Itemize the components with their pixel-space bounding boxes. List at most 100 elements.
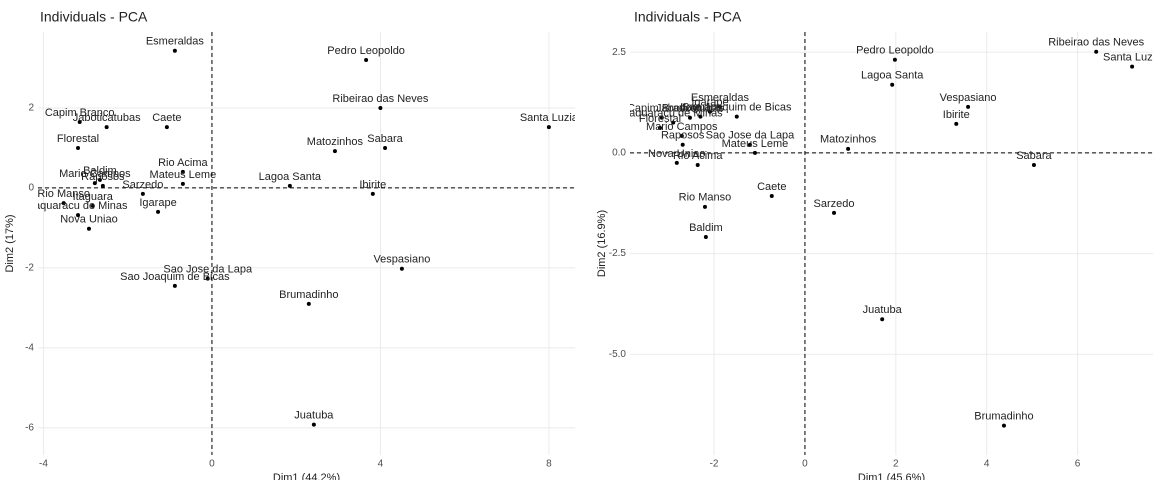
x-tick-label: -2 <box>710 459 719 470</box>
x-tick-label: 0 <box>209 459 215 470</box>
point-label: Santa Luzia <box>520 112 579 124</box>
point <box>378 105 383 110</box>
point <box>364 57 369 62</box>
x-tick-label: 4 <box>378 459 384 470</box>
point-label: Mateus Leme <box>722 138 789 150</box>
point <box>370 191 375 196</box>
point-label: Jaboticatubas <box>73 112 141 124</box>
point-label: Caete <box>152 112 181 124</box>
point <box>890 82 895 87</box>
chart-title: Individuals - PCA <box>634 9 742 25</box>
point-label: Rio Manso <box>37 188 90 200</box>
point-label: Sabara <box>1016 150 1052 162</box>
point-label: Sabara <box>367 133 403 145</box>
point <box>383 145 388 150</box>
x-tick-label: 8 <box>546 459 552 470</box>
point <box>92 181 97 186</box>
point <box>671 120 676 125</box>
point-label: Igarape <box>139 197 176 209</box>
point <box>687 115 692 120</box>
point-label: Capim Branco <box>627 103 697 115</box>
point-label: Capim Branco <box>45 107 115 119</box>
point <box>311 422 316 427</box>
x-tick-label: 2 <box>893 459 899 470</box>
point <box>156 209 161 214</box>
x-tick-label: 4 <box>984 459 990 470</box>
point <box>703 235 708 240</box>
point <box>698 114 703 119</box>
point <box>734 114 739 119</box>
point-label: Pedro Leopoldo <box>327 45 405 57</box>
point-label: Florestal <box>639 113 681 125</box>
point <box>680 142 685 147</box>
point <box>76 145 81 150</box>
point-label: Itaguara <box>73 191 114 203</box>
point <box>1094 49 1099 54</box>
point <box>306 301 311 306</box>
point-label: Esmeraldas <box>691 92 750 104</box>
point-label: Rio Manso <box>679 192 732 204</box>
point <box>287 183 292 188</box>
point <box>61 201 66 206</box>
point <box>86 226 91 231</box>
point <box>90 203 95 208</box>
point <box>104 125 109 130</box>
point-label: Ibirite <box>943 109 970 121</box>
point-label: Taquaracu de Minas <box>28 200 128 212</box>
point <box>832 210 837 215</box>
point-label: Itaguara <box>680 102 721 114</box>
point-label: Matozinhos <box>307 136 364 148</box>
point <box>707 109 712 114</box>
point-label: Esmeraldas <box>146 36 205 48</box>
y-axis-title: Dim2 (16.9%) <box>596 210 608 277</box>
point <box>769 193 774 198</box>
point-label: Sarzedo <box>122 179 163 191</box>
point <box>880 317 885 322</box>
x-axis-title: Dim1 (44.2%) <box>273 472 340 480</box>
x-tick-label: 6 <box>1075 459 1081 470</box>
point <box>332 149 337 154</box>
point-label: Vespasiano <box>940 92 997 104</box>
points: Ribeirao das Neves Santa Luzia Pedro Leopo… <box>627 37 1153 428</box>
point <box>954 121 959 126</box>
x-tick-label: -4 <box>39 459 48 470</box>
point-label: Brumadinho <box>279 289 338 301</box>
points: Esmeraldas Pedro Leopoldo Ribeirao das Nev… <box>28 36 579 427</box>
point-label: Sarzedo <box>814 198 855 210</box>
point-label: Rio Acima <box>158 157 208 169</box>
point <box>679 133 684 138</box>
point-label: Juatuba <box>294 410 334 422</box>
x-axis-title: Dim1 (45.6%) <box>858 472 925 480</box>
point <box>695 162 700 167</box>
point-label: Raposos <box>661 130 705 142</box>
point-label: Ibirite <box>359 179 386 191</box>
point <box>657 125 662 130</box>
point-label: Caete <box>757 181 786 193</box>
point-label: Sao Jose da Lapa <box>706 130 796 142</box>
point <box>77 119 82 124</box>
point-label: Ribeirao das Neves <box>332 93 428 105</box>
point <box>172 283 177 288</box>
y-axis-title: Dim2 (17%) <box>4 214 16 272</box>
point-label: Sao Joaquim de Bicas <box>120 271 230 283</box>
point <box>846 146 851 151</box>
point-label: Mario Campos <box>646 121 718 133</box>
point <box>752 150 757 155</box>
y-tick-label: -2 <box>25 263 34 274</box>
y-tick-label: -4 <box>25 342 34 353</box>
point <box>546 125 551 130</box>
point-label: Florestal <box>57 133 99 145</box>
point <box>97 177 102 182</box>
point-label: Jaboticatubas <box>656 103 724 115</box>
point-label: Pedro Leopoldo <box>856 45 934 57</box>
point <box>747 142 752 147</box>
y-tick-label: 0 <box>28 183 34 194</box>
point-label: Sao Jose da Lapa <box>163 264 253 276</box>
point-label: Nova Uniao <box>60 214 117 226</box>
point-label: Lagoa Santa <box>259 171 322 183</box>
point-label: Rio Acima <box>673 150 723 162</box>
point-label: Mateus Leme <box>150 169 217 181</box>
y-tick-label: -6 <box>25 422 34 433</box>
point <box>180 181 185 186</box>
